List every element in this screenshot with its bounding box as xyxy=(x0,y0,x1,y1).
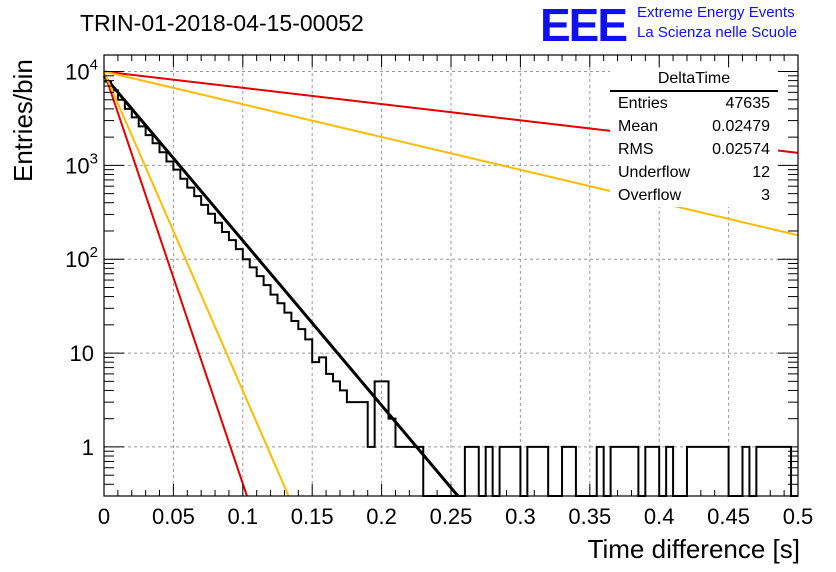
x-tick-label: 0 xyxy=(98,504,110,529)
fit-curve xyxy=(103,71,248,497)
logo-line-2: La Scienza nelle Scuole xyxy=(637,24,798,41)
stats-value: 0.02479 xyxy=(712,118,770,135)
stats-label: Entries xyxy=(618,95,668,112)
stats-row-entries: Entries 47635 xyxy=(610,92,778,115)
stats-label: Overflow xyxy=(618,187,682,204)
stats-row-overflow: Overflow 3 xyxy=(610,184,778,207)
logo-line-1: Extreme Energy Events xyxy=(637,4,795,21)
stats-value: 3 xyxy=(761,187,770,204)
x-tick-label: 0.25 xyxy=(430,504,473,529)
y-tick-label: 1 xyxy=(82,435,94,460)
x-tick-label: 0.15 xyxy=(291,504,334,529)
x-tick-label: 0.05 xyxy=(152,504,195,529)
run-title: TRIN-01-2018-04-15-00052 xyxy=(80,10,364,36)
fit-curve xyxy=(102,74,460,497)
stats-row-mean: Mean 0.02479 xyxy=(610,115,778,138)
y-tick-label: 103 xyxy=(65,150,98,178)
stats-title: DeltaTime xyxy=(610,68,778,92)
x-tick-label: 0.35 xyxy=(568,504,611,529)
stats-row-rms: RMS 0.02574 xyxy=(610,138,778,161)
stats-value: 47635 xyxy=(725,95,771,112)
fit-curve xyxy=(103,71,290,497)
stats-label: Mean xyxy=(618,118,659,135)
x-axis-title: Time difference [s] xyxy=(588,534,800,564)
y-tick-labels: 1 10 102 103 104 xyxy=(65,57,98,460)
x-tick-label: 0.45 xyxy=(707,504,750,529)
axis-ticks xyxy=(103,55,799,497)
stats-value: 0.02574 xyxy=(712,141,770,158)
stats-value: 12 xyxy=(752,164,770,181)
stats-label: RMS xyxy=(618,141,654,158)
x-tick-label: 0.2 xyxy=(366,504,397,529)
x-tick-label: 0.4 xyxy=(644,504,675,529)
fit-curve xyxy=(103,70,799,237)
y-axis-title: Entries/bin xyxy=(8,59,38,182)
x-tick-label: 0.1 xyxy=(228,504,259,529)
y-tick-label: 10 xyxy=(70,341,94,366)
eee-logo: EEE xyxy=(540,0,628,51)
y-tick-label: 104 xyxy=(65,57,98,85)
x-tick-label: 0.3 xyxy=(505,504,536,529)
stats-box: DeltaTime Entries 47635 Mean 0.02479 RMS… xyxy=(610,68,778,207)
stats-label: Underflow xyxy=(618,164,691,181)
x-tick-labels: 0 0.05 0.1 0.15 0.2 0.25 0.3 0.35 0.4 0.45 0.5 xyxy=(98,504,813,529)
y-tick-label: 102 xyxy=(65,244,98,272)
x-tick-label: 0.5 xyxy=(783,504,814,529)
stats-row-underflow: Underflow 12 xyxy=(610,161,778,184)
